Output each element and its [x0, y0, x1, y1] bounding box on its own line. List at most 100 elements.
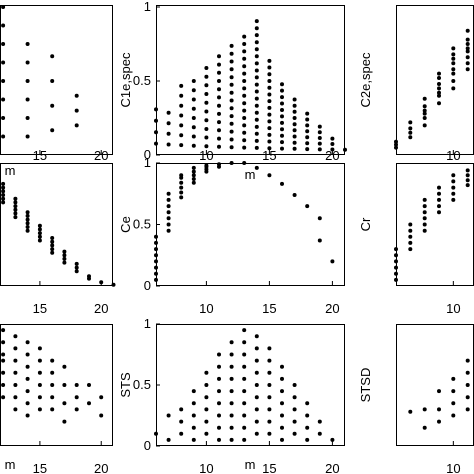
panel-2-point-132 [305, 129, 310, 134]
panel-8-point-11 [191, 437, 196, 442]
panel-2-point-41 [217, 111, 221, 116]
panel-4-point-10 [1, 189, 6, 194]
panel-8-ytick-label-1: 0 [144, 438, 151, 453]
panel-7-point-20 [13, 383, 18, 387]
panel-4-point-33 [50, 243, 55, 248]
panel-9-point-6 [437, 419, 441, 424]
panel-4-point-32 [50, 239, 55, 244]
panel-7-point-37 [50, 370, 55, 375]
panel-2-point-122 [292, 109, 297, 114]
panel-1-point-26 [1, 97, 6, 102]
panel-2-point-134 [305, 141, 310, 146]
panel-6-point-23 [451, 197, 456, 202]
panel-2-point-81 [254, 54, 259, 59]
panel-1-point-30 [25, 60, 30, 65]
panel-4-point-24 [25, 225, 30, 229]
panel-6-xtick-label-1: 10 [446, 301, 460, 316]
panel-8-point-45 [254, 334, 259, 339]
panel-6-point-26 [451, 179, 456, 184]
panel-2-point-100 [267, 92, 272, 97]
panel-7-point-50 [99, 395, 104, 400]
panel-1-point-28 [1, 134, 6, 139]
panel-3-point-8 [422, 123, 427, 128]
panel-6-point-8 [408, 240, 413, 245]
panel-2-point-87 [254, 96, 259, 101]
panel-2-point-131 [305, 123, 310, 128]
panel-2-point-28 [204, 100, 209, 105]
panel-1-point-23 [1, 42, 6, 46]
panel-8-point-28 [229, 364, 234, 369]
panel-7-point-17 [13, 346, 18, 351]
panel-2-point-23 [191, 143, 196, 148]
panel-8-ytick-label-3: 1 [144, 316, 151, 331]
panel-2-point-72 [242, 123, 247, 128]
panel-4-point-42 [74, 269, 79, 274]
panel-2-point-115 [280, 120, 284, 125]
panel-5-point-22 [191, 180, 196, 185]
panel-2-point-127 [292, 140, 297, 145]
panel-8-point-55 [267, 358, 272, 363]
panel-8-point-72 [292, 419, 297, 424]
panel-2-point-12 [179, 113, 184, 118]
panel-8-point-6 [179, 431, 184, 436]
panel-8-point-16 [204, 419, 209, 424]
panel-2-point-52 [229, 90, 234, 95]
panel-6-point-12 [422, 228, 427, 233]
panel-4-point-28 [37, 231, 42, 236]
panel-5-point-13 [166, 204, 171, 209]
panel-2-point-123 [292, 116, 297, 120]
panel-6-point-7 [408, 247, 413, 252]
panel-6-point-28 [465, 183, 470, 188]
panel-6-point-30 [465, 173, 470, 178]
panel-2-point-126 [292, 134, 297, 139]
panel-1-point-33 [25, 116, 30, 120]
panel-3-point-23 [451, 61, 456, 66]
panel-9-frame [396, 324, 474, 446]
panel-9-point-15 [465, 407, 470, 412]
panel-2-point-8 [166, 142, 171, 147]
panel-2-point-91 [254, 124, 259, 129]
panel-2-point-93 [254, 138, 259, 143]
panel-3-point-21 [451, 86, 456, 91]
panel-2-point-133 [305, 135, 310, 140]
panel-5-point-19 [179, 180, 184, 185]
panel-3-frame [396, 5, 474, 155]
panel-8-point-46 [254, 346, 259, 351]
panel-3-point-33 [465, 61, 470, 66]
panel-2-point-55 [229, 114, 234, 119]
panel-3-point-4 [408, 135, 413, 140]
panel-5-point-18 [179, 185, 184, 190]
panel-5-xtick-label-2: 15 [262, 301, 276, 316]
panel-2-point-68 [242, 93, 247, 98]
panel-5-point-30 [204, 163, 209, 168]
panel-8-point-54 [267, 346, 272, 351]
panel-8-ytick-label-2: 0.5 [133, 377, 151, 392]
panel-2-point-107 [267, 139, 272, 144]
panel-7: 15 20 [0, 324, 113, 474]
panel-5-point-35 [254, 165, 259, 170]
panel-4-point-39 [62, 260, 67, 265]
panel-2-point-36 [217, 70, 221, 75]
panel-8-point-69 [292, 383, 297, 387]
panel-5-point-23 [191, 177, 196, 181]
panel-6-point-25 [451, 185, 456, 190]
panel-7-point-9 [1, 328, 6, 333]
panel-2-point-32 [204, 135, 209, 140]
panel-4-point-16 [13, 204, 18, 209]
panel-5-point-24 [191, 173, 196, 178]
panel-6-point-18 [437, 210, 441, 215]
panel-8-point-27 [229, 352, 234, 357]
panel-6-point-10 [408, 228, 413, 233]
panel-4-point-9 [1, 185, 6, 190]
panel-3-point-6 [408, 130, 413, 135]
panel-8-point-67 [280, 425, 284, 430]
panel-8-frame [156, 324, 345, 446]
panel-5-point-14 [166, 197, 171, 202]
panel-7-point-45 [74, 383, 79, 387]
panel-2-point-64 [242, 64, 247, 69]
panel-7-frame [0, 324, 113, 446]
panel-3-ylabel: C2e,spec [358, 52, 373, 107]
panel-2-point-5 [166, 110, 171, 115]
panel-2-point-25 [204, 74, 209, 79]
panel-8-point-78 [317, 419, 322, 424]
